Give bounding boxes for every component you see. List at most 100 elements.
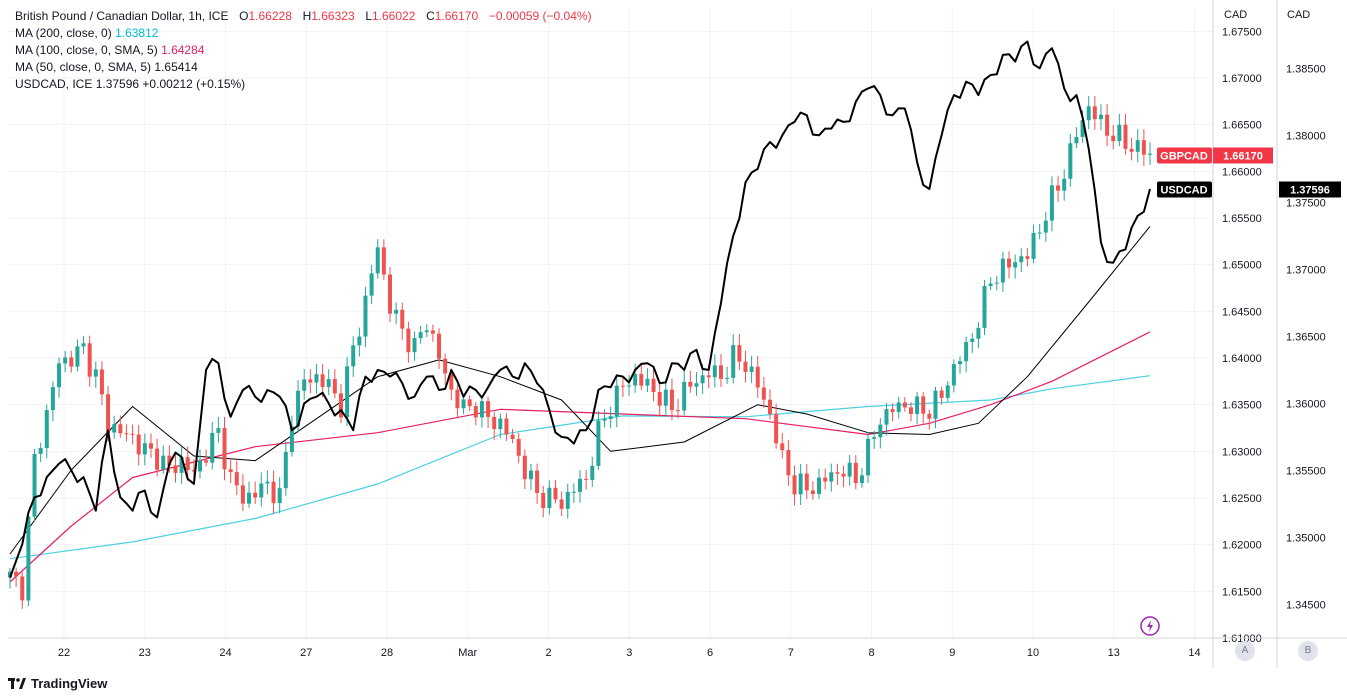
candle-body [755,366,760,388]
candle-body [259,483,264,498]
gbpcad-candles [8,96,1152,609]
candle-body [584,478,589,480]
chart-grid [8,8,1212,639]
candle-body [516,438,521,456]
usdcad-line-layer [9,40,1151,579]
legend-ma100[interactable]: MA (100, close, 0, SMA, 5) 1.64284 [15,42,592,59]
candle-body [1086,106,1091,121]
candle-body [1129,148,1134,152]
candle-body [32,453,37,517]
candle-body [87,343,92,377]
candle-body [1000,258,1005,283]
candle-body [1105,114,1110,136]
candle-body [1068,143,1073,179]
candle-body [866,438,871,476]
legend-ma200[interactable]: MA (200, close, 0) 1.63812 [15,25,592,42]
brand-logo[interactable]: TradingView [8,676,107,691]
candle-body [222,428,227,470]
candle-body [388,274,392,314]
legend-ma100-label: MA (100, close, 0, SMA, 5) [15,43,158,57]
ma50-line [9,226,1151,555]
candle-body [234,472,239,486]
candle-body [817,477,822,495]
candle-body [44,410,49,449]
candle-body [1098,114,1103,120]
legend-ma50[interactable]: MA (50, close, 0, SMA, 5) 1.65414 [15,59,592,76]
candle-body [663,389,668,406]
candle-body [289,426,294,453]
scale-left-button[interactable]: A [1235,641,1255,661]
x-axis-tick-label: 22 [58,647,70,659]
left-axis-tick-label: 1.65000 [1222,260,1262,272]
candle-body [810,490,815,495]
candle-body [271,481,276,504]
candle-body [473,406,478,418]
x-axis-tick-label: 10 [1027,647,1039,659]
candle-body [958,361,962,365]
x-axis-tick-label: 23 [139,647,151,659]
candle-body [915,396,920,415]
candle-body [173,465,178,473]
right-axis-tick-label: 1.38500 [1286,63,1326,75]
candle-body [988,283,993,287]
candle-body [620,385,625,387]
candle-body [338,393,343,418]
legend-main-series[interactable]: British Pound / Canadian Dollar, 1h, ICE… [15,8,592,25]
candle-body [559,499,564,509]
x-axis-tick-label: Mar [458,647,477,659]
candle-body [216,428,221,433]
candle-body [375,247,380,274]
brand-name: TradingView [31,676,108,691]
candle-body [590,465,595,480]
candle-body [939,390,944,398]
candle-body [308,379,313,383]
right-axis-tick-label: 1.36000 [1286,398,1326,410]
candle-body [99,369,104,395]
candle-body [633,374,638,386]
candle-body [902,402,907,408]
candle-body [1074,136,1079,144]
legend-ma50-label: MA (50, close, 0, SMA, 5) [15,60,152,74]
candle-body [522,455,527,480]
candle-body [320,374,325,387]
candle-body [1092,106,1097,120]
legend-usdcad[interactable]: USDCAD, ICE 1.37596 +0.00212 (+0.15%) [15,76,592,93]
legend-ma200-value: 1.63812 [115,26,159,40]
candle-body [296,390,301,427]
candle-body [179,457,184,473]
candle-body [706,375,711,378]
candle-body [106,394,111,433]
candle-body [859,475,864,484]
candle-body [240,485,245,504]
candle-body [565,491,570,509]
right-axis-tick-label: 1.34500 [1286,599,1326,611]
legend-open-value: 1.66228 [248,9,292,23]
legend-close-label: C [426,9,435,23]
x-axis-tick-label: 28 [381,647,393,659]
x-axis-tick-label: 27 [300,647,312,659]
candle-body [479,401,484,418]
x-axis-tick-label: 7 [788,647,794,659]
candle-body [283,452,288,489]
candle-body [645,378,650,386]
candle-body [57,363,62,388]
candle-body [951,364,956,386]
lightning-bolt-icon [1147,620,1153,632]
x-axis-tick-label: 6 [707,647,713,659]
candle-body [682,381,687,411]
candle-body [528,470,533,480]
scale-right-button[interactable]: B [1298,641,1318,661]
gbpcad-tag-value-bg [1213,147,1273,164]
candle-body [964,342,969,362]
left-axis-tick-label: 1.65500 [1222,213,1262,225]
candle-body [20,576,25,601]
candle-body [498,418,503,430]
candle-body [1056,185,1061,191]
lightning-icon [1140,616,1160,636]
legend-ma100-value: 1.64284 [161,43,205,57]
candle-body [1013,262,1018,268]
candle-body [437,333,442,359]
candle-body [492,416,497,430]
axes-layer: 1.67500 1.67000 1.66500 1.66000 1.65500 1.650… [8,0,1347,668]
